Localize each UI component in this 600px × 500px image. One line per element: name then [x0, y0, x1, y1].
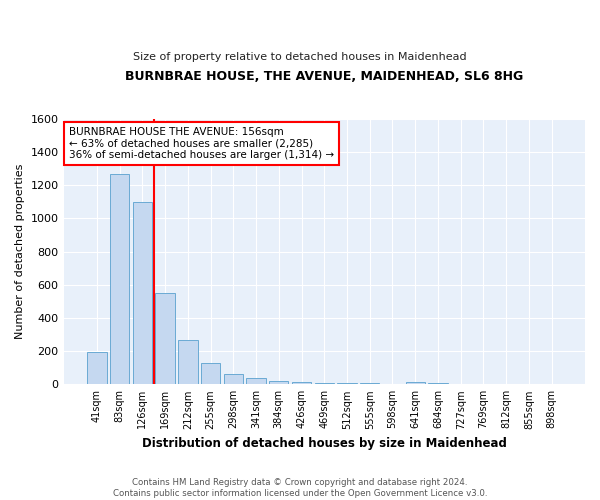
Bar [201, 362, 220, 384]
X-axis label: Distribution of detached houses by size in Maidenhead: Distribution of detached houses by size … [142, 437, 507, 450]
Bar [110, 174, 130, 384]
Y-axis label: Number of detached properties: Number of detached properties [15, 164, 25, 340]
Bar [337, 383, 356, 384]
Bar [247, 378, 266, 384]
Title: BURNBRAE HOUSE, THE AVENUE, MAIDENHEAD, SL6 8HG: BURNBRAE HOUSE, THE AVENUE, MAIDENHEAD, … [125, 70, 523, 83]
Text: BURNBRAE HOUSE THE AVENUE: 156sqm
← 63% of detached houses are smaller (2,285)
3: BURNBRAE HOUSE THE AVENUE: 156sqm ← 63% … [69, 127, 334, 160]
Bar [224, 374, 243, 384]
Text: Contains HM Land Registry data © Crown copyright and database right 2024.
Contai: Contains HM Land Registry data © Crown c… [113, 478, 487, 498]
Bar [133, 202, 152, 384]
Bar [314, 382, 334, 384]
Bar [155, 293, 175, 384]
Bar [406, 382, 425, 384]
Text: Size of property relative to detached houses in Maidenhead: Size of property relative to detached ho… [133, 52, 467, 62]
Bar [269, 381, 289, 384]
Bar [178, 340, 197, 384]
Bar [292, 382, 311, 384]
Bar [87, 352, 107, 384]
